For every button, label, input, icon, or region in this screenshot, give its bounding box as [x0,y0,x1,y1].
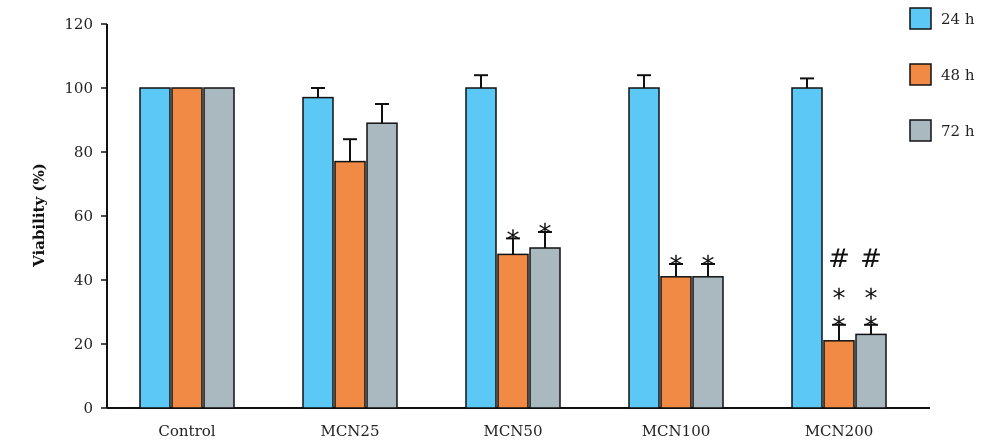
bar [692,276,724,409]
significance-mark: * [702,251,715,281]
y-tick-label: 0 [83,399,93,417]
significance-mark: * [833,312,846,342]
y-tick-label: 80 [74,143,93,161]
bar [628,87,660,409]
bar [302,96,334,409]
bar [171,87,203,409]
significance-mark: * [865,284,878,314]
bar [660,276,692,409]
significance-mark: # [828,244,850,274]
bar [203,87,235,409]
legend-label: 72 h [941,122,975,140]
legend-swatch [909,63,932,86]
legend-swatch [909,119,932,142]
legend-label: 24 h [941,10,975,28]
significance-mark: # [860,244,882,274]
error-bars [311,74,878,341]
bar [366,122,398,409]
bar [855,333,887,409]
y-tick-label: 40 [74,271,93,289]
category-label: MCN25 [320,422,379,440]
y-axis-label: Viability (%) [30,163,48,268]
bars [139,87,887,409]
significance-mark: * [507,225,520,255]
category-label: Control [158,422,215,440]
bar [529,247,561,409]
significance-mark: * [865,312,878,342]
category-label: MCN50 [483,422,542,440]
bar [791,87,823,409]
category-labels: Control MCN25 MCN50 MCN100 MCN200 [158,422,873,440]
axes: 0 20 40 60 80 100 120 [64,15,930,417]
y-tick-label: 60 [74,207,93,225]
significance-mark: * [539,219,552,249]
y-tick-label: 100 [64,79,93,97]
significance-marks: * ** ***#**# [507,219,882,342]
bar [334,160,366,409]
legend-swatch [909,7,932,30]
significance-mark: * [833,284,846,314]
legend: 24 h 48 h 72 h [909,7,975,142]
bar [823,340,855,409]
y-tick-label: 120 [64,15,93,33]
significance-mark: * [670,251,683,281]
category-label: MCN200 [805,422,874,440]
bar [465,87,497,409]
category-label: MCN100 [642,422,711,440]
legend-label: 48 h [941,66,975,84]
y-tick-label: 20 [74,335,93,353]
bar [497,253,529,409]
bar [139,87,171,409]
